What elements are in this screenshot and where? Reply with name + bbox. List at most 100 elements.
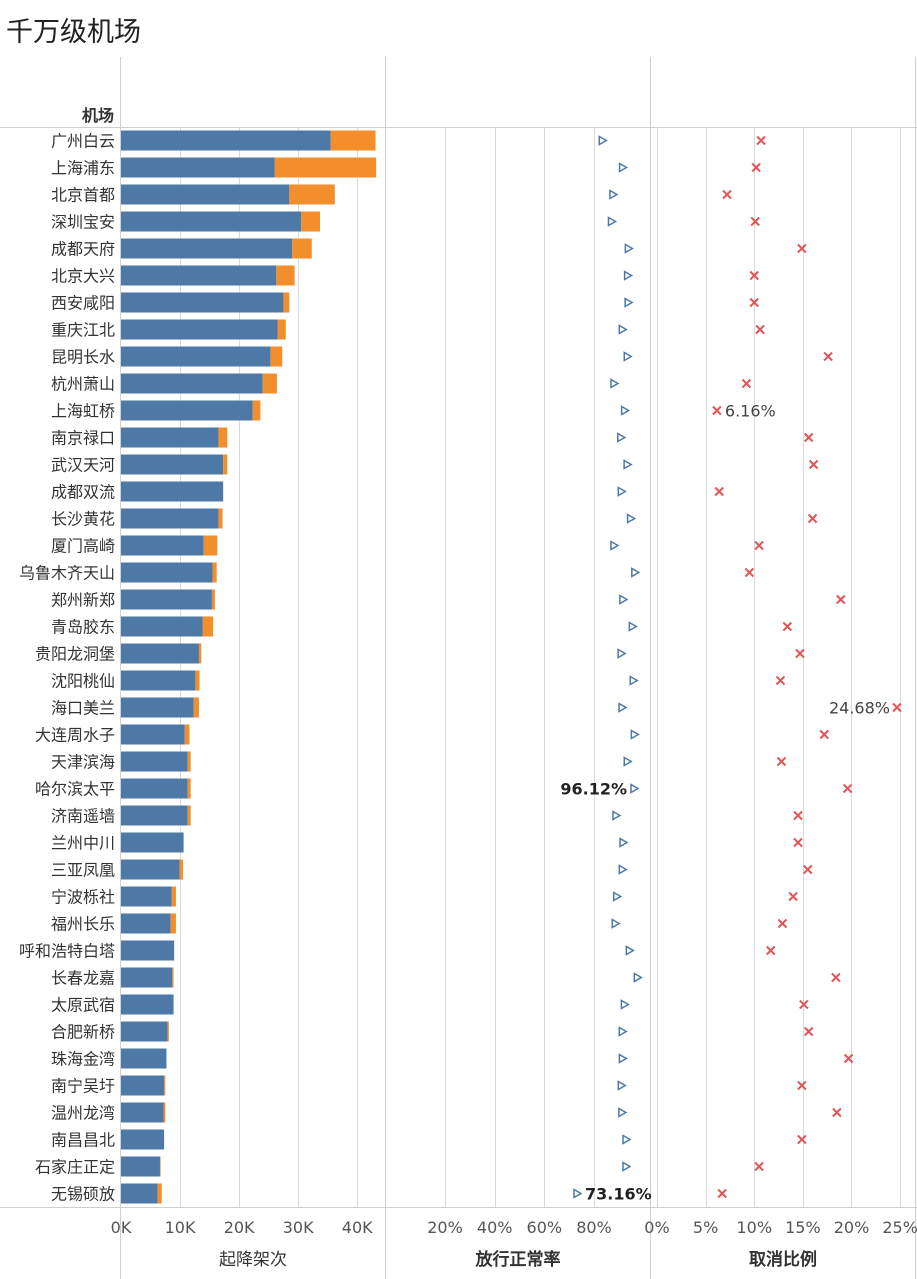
category-label: 成都双流 — [51, 483, 115, 502]
ontime-marker — [624, 297, 634, 308]
ontime-marker — [611, 918, 621, 929]
bar-flights-blue — [121, 1156, 160, 1177]
cancel-marker — [714, 486, 724, 497]
axis-title: 放行正常率 — [475, 1249, 561, 1270]
category-label: 长春龙嘉 — [51, 969, 115, 988]
bar-flights-orange — [202, 616, 214, 637]
cancel-marker — [831, 972, 841, 983]
category-label: 深圳宝安 — [51, 213, 115, 232]
tick-label: 40K — [342, 1218, 373, 1237]
bar-flights-blue — [121, 346, 271, 367]
ontime-marker — [629, 675, 639, 686]
ontime-marker — [618, 1053, 628, 1064]
category-label: 杭州萧山 — [51, 375, 115, 394]
tick-label: 60% — [527, 1218, 563, 1237]
tick-label: 0% — [644, 1218, 669, 1237]
bar-flights-orange — [193, 697, 199, 718]
cancel-marker — [823, 351, 833, 362]
category-label: 上海浦东 — [51, 159, 115, 178]
tick-label: 40% — [477, 1218, 513, 1237]
category-label: 海口美兰 — [51, 699, 115, 718]
category-label: 昆明长水 — [51, 348, 115, 367]
bar-flights-blue — [121, 535, 204, 556]
category-label: 重庆江北 — [51, 321, 115, 340]
ontime-marker — [630, 783, 640, 794]
bar-flights-orange — [163, 1102, 166, 1123]
cancel-marker — [749, 297, 759, 308]
bar-flights-blue — [121, 1183, 158, 1204]
bar-flights-blue — [121, 400, 253, 421]
category-label: 武汉天河 — [51, 456, 115, 475]
data-label: 96.12% — [560, 780, 627, 799]
bar-flights-orange — [252, 400, 261, 421]
cancel-marker — [788, 891, 798, 902]
bar-flights-blue — [121, 670, 196, 691]
cancel-marker — [793, 810, 803, 821]
category-label: 北京首都 — [51, 186, 115, 205]
ontime-marker — [625, 945, 635, 956]
category-label: 兰州中川 — [51, 834, 115, 853]
ontime-marker — [623, 270, 634, 281]
cancel-marker — [797, 243, 807, 254]
category-label: 济南遥墙 — [51, 807, 115, 826]
ontime-marker — [598, 135, 608, 146]
ontime-marker — [630, 729, 640, 740]
tick-label: 15% — [785, 1218, 821, 1237]
bar-flights-blue — [121, 373, 263, 394]
bar-flights-blue — [121, 211, 302, 232]
ontime-marker — [618, 864, 628, 875]
cancel-marker — [832, 1107, 842, 1118]
cancel-marker — [842, 783, 853, 794]
tick-label: 80% — [576, 1218, 612, 1237]
category-label: 郑州新郑 — [51, 591, 115, 610]
cancel-marker — [803, 1026, 814, 1037]
axis-title: 取消比例 — [749, 1249, 817, 1270]
ontime-marker — [623, 351, 633, 362]
bar-flights-blue — [121, 1102, 164, 1123]
bar-flights-orange — [211, 589, 215, 610]
bar-flights-blue — [121, 724, 185, 745]
bar-flights-orange — [187, 805, 191, 826]
bar-flights-blue — [121, 589, 212, 610]
bar-flights-orange — [301, 211, 321, 232]
cancel-marker — [803, 864, 813, 875]
cancel-marker — [892, 702, 902, 713]
category-label: 合肥新桥 — [51, 1023, 115, 1042]
category-label: 西安咸阳 — [51, 294, 115, 313]
bar-flights-blue — [121, 886, 172, 907]
ontime-marker — [623, 459, 633, 470]
cancel-marker — [782, 621, 793, 632]
bar-flights-blue — [121, 994, 174, 1015]
category-label: 无锡硕放 — [51, 1185, 115, 1204]
bar-flights-blue — [121, 427, 219, 448]
tick-label: 20% — [427, 1218, 463, 1237]
ontime-marker — [609, 189, 619, 200]
ontime-marker — [607, 216, 617, 227]
ontime-marker — [618, 162, 629, 173]
ontime-marker — [623, 756, 633, 767]
cancel-marker — [722, 189, 732, 200]
bar-flights-blue — [121, 1021, 168, 1042]
cancel-marker — [799, 999, 809, 1010]
bar-flights-blue — [121, 616, 203, 637]
bar-flights-blue — [121, 238, 293, 259]
bar-flights-orange — [292, 238, 312, 259]
category-label: 上海虹桥 — [51, 402, 115, 421]
bar-flights-blue — [121, 184, 290, 205]
cancel-marker — [777, 918, 788, 929]
cancel-marker — [797, 1134, 807, 1145]
ontime-marker — [617, 648, 627, 659]
bar-flights-orange — [277, 319, 286, 340]
ontime-marker — [618, 324, 628, 335]
bar-flights-blue — [121, 778, 188, 799]
category-label: 宁波栎社 — [51, 888, 115, 907]
bar-flights-blue — [121, 859, 180, 880]
bar-flights-blue — [121, 265, 277, 286]
bar-flights-blue — [121, 508, 219, 529]
ontime-marker — [619, 594, 629, 605]
bar-flights-orange — [187, 751, 191, 772]
category-label: 三亚凤凰 — [51, 861, 115, 880]
bar-flights-blue — [121, 967, 173, 988]
cancel-marker — [795, 648, 805, 659]
